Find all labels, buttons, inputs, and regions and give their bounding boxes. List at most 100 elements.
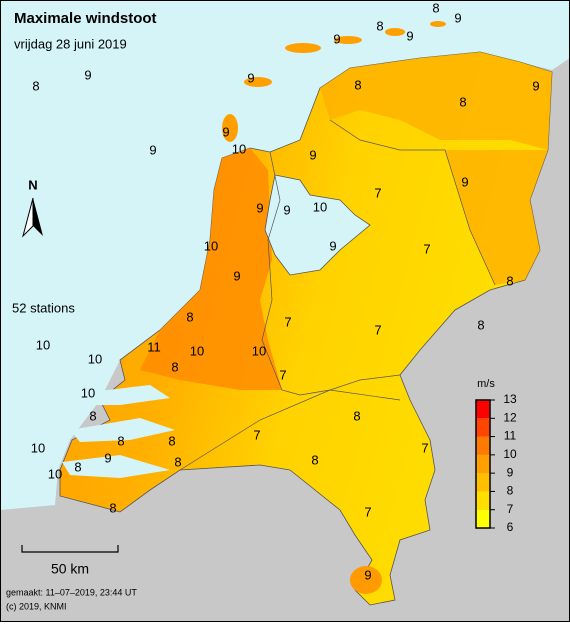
- station-value: 10: [48, 466, 62, 481]
- station-value: 7: [253, 427, 260, 442]
- station-value: 9: [333, 31, 340, 46]
- north-label: N: [28, 177, 37, 192]
- station-value: 9: [233, 268, 240, 283]
- station-value: 9: [406, 28, 413, 43]
- station-value: 8: [477, 317, 484, 332]
- sea: [0, 0, 570, 510]
- station-value: 8: [74, 459, 81, 474]
- station-count: 52 stations: [12, 300, 75, 315]
- station-value: 10: [232, 141, 246, 156]
- legend-tick-label: 11: [504, 429, 517, 443]
- station-value: 9: [149, 142, 156, 157]
- legend-band: [476, 400, 490, 419]
- station-value: 8: [171, 359, 178, 374]
- estuary: [90, 385, 170, 405]
- footer-made: gemaakt: 11–07–2019, 23:44 UT: [6, 587, 137, 597]
- legend-band: [476, 418, 490, 437]
- station-value: 8: [354, 77, 361, 92]
- station-value: 8: [376, 18, 383, 33]
- legend-band: [476, 491, 490, 510]
- legend-tick-label: 6: [507, 520, 514, 534]
- station-value: 9: [329, 238, 336, 253]
- station-value: 9: [84, 67, 91, 82]
- north-arrow: [33, 198, 43, 236]
- legend-tick-label: 10: [503, 447, 517, 461]
- legend-unit: m/s: [477, 378, 495, 390]
- legend-border: [475, 399, 491, 529]
- estuary: [70, 418, 175, 442]
- station-value: 10: [313, 199, 327, 214]
- station-value: 8: [117, 433, 124, 448]
- west-orange: [140, 148, 282, 390]
- station-value: 9: [222, 124, 229, 139]
- station-value: 9: [256, 200, 263, 215]
- station-value: 11: [147, 339, 161, 354]
- ijsselmeer: [264, 174, 371, 276]
- province-border: [329, 119, 496, 286]
- station-value: 9: [461, 174, 468, 189]
- station-value: 8: [186, 309, 193, 324]
- station-value: 10: [36, 337, 50, 352]
- estuary: [62, 455, 170, 478]
- legend-band: [476, 454, 490, 474]
- legend-tick-label: 8: [507, 484, 514, 498]
- station-value: 10: [31, 440, 45, 455]
- station-value: 10: [190, 343, 204, 358]
- station-value: 9: [104, 450, 111, 465]
- station-value: 9: [247, 70, 254, 85]
- scale-bar: [21, 545, 119, 553]
- east-orange: [445, 150, 548, 285]
- station-value: 8: [353, 408, 360, 423]
- province-border: [179, 389, 401, 471]
- north-arrow: [22, 197, 34, 238]
- station-value: 7: [423, 241, 430, 256]
- island: [334, 36, 362, 44]
- station-value: 10: [252, 343, 266, 358]
- legend-band: [476, 509, 490, 528]
- station-value: 7: [364, 504, 371, 519]
- station-value: 10: [81, 385, 95, 400]
- scale-label: 50 km: [51, 561, 89, 577]
- station-value: 10: [204, 238, 218, 253]
- footer-copyright: (c) 2019, KNMI: [6, 601, 67, 611]
- station-value: 8: [432, 0, 439, 15]
- station-value: 7: [374, 322, 381, 337]
- legend-tick-label: 7: [507, 502, 514, 516]
- island: [430, 21, 446, 27]
- station-value: 9: [364, 567, 371, 582]
- station-value: 8: [109, 500, 116, 515]
- legend-band: [476, 473, 490, 492]
- station-value: 9: [454, 10, 461, 25]
- legend-band: [476, 436, 490, 455]
- station-value: 8: [89, 408, 96, 423]
- station-value: 9: [309, 147, 316, 162]
- legend-tick-label: 13: [503, 392, 517, 406]
- legend-tick-label: 12: [503, 410, 517, 424]
- netherlands: [59, 51, 553, 606]
- station-value: 8: [506, 273, 513, 288]
- station-value: 9: [283, 202, 290, 217]
- station-value: 10: [88, 351, 102, 366]
- province-border: [261, 151, 401, 396]
- legend: 6 7 8 9 10 11 12 13: [475, 392, 517, 534]
- station-value: 7: [279, 367, 286, 382]
- island: [285, 43, 321, 53]
- station-value: 7: [374, 185, 381, 200]
- station-value: 7: [421, 440, 428, 455]
- station-value: 8: [311, 452, 318, 467]
- station-value: 9: [532, 78, 539, 93]
- legend-tick-label: 9: [507, 465, 514, 479]
- island: [385, 28, 405, 36]
- subtitle: vrijdag 28 juni 2019: [14, 36, 127, 51]
- island: [222, 114, 238, 142]
- title: Maximale windstoot: [14, 10, 157, 27]
- limburg-south: [350, 566, 382, 594]
- station-value: 8: [459, 94, 466, 109]
- station-value: 8: [174, 454, 181, 469]
- station-value: 8: [168, 433, 175, 448]
- station-value: 8: [32, 78, 39, 93]
- island: [244, 77, 272, 87]
- station-value: 7: [284, 314, 291, 329]
- north-orange: [320, 52, 552, 150]
